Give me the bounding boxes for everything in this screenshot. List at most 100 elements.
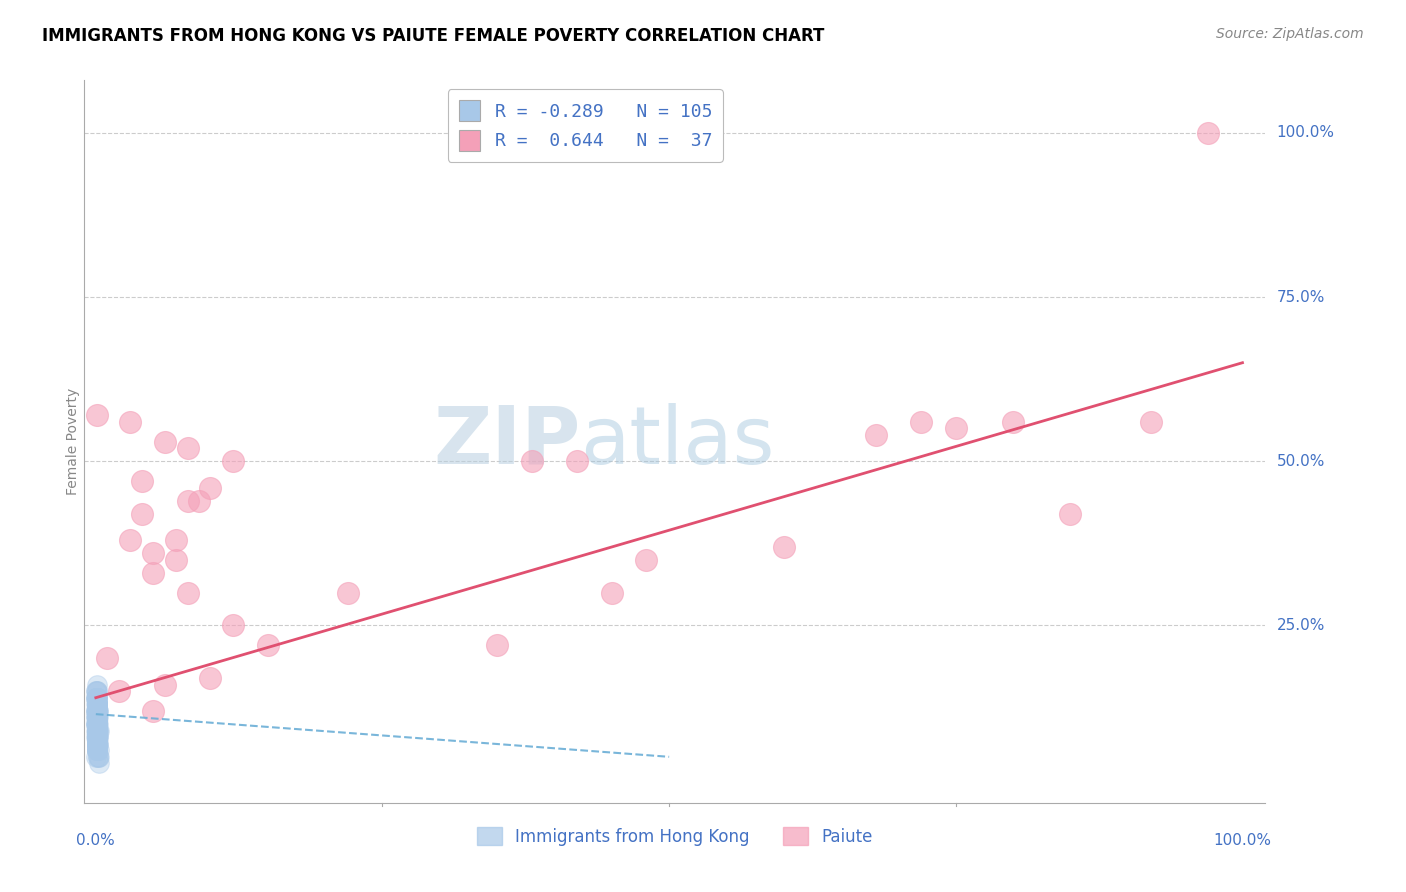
Point: [86, 717, 108, 731]
Point: [86, 704, 108, 718]
Point: [86, 710, 108, 724]
Point: [89, 749, 111, 764]
Point: [86, 704, 108, 718]
Point: [86, 737, 108, 751]
Point: [86, 723, 108, 738]
Point: [86, 690, 108, 705]
Point: [86, 710, 108, 724]
Point: [86, 723, 108, 738]
Point: [86, 704, 108, 718]
Text: 100.0%: 100.0%: [1277, 126, 1334, 140]
Text: atlas: atlas: [581, 402, 775, 481]
Point: [772, 540, 794, 554]
Point: [120, 533, 142, 547]
Point: [86, 717, 108, 731]
Point: [86, 723, 108, 738]
Point: [600, 585, 623, 599]
Point: [86, 710, 108, 724]
Point: [131, 507, 153, 521]
Point: [87, 704, 110, 718]
Point: [188, 493, 211, 508]
Point: [86, 730, 108, 744]
Point: [86, 723, 108, 738]
Point: [86, 737, 108, 751]
Point: [86, 698, 108, 712]
Y-axis label: Female Poverty: Female Poverty: [66, 388, 80, 495]
Point: [86, 737, 108, 751]
Point: [86, 717, 108, 731]
Point: [86, 698, 108, 712]
Point: [1002, 415, 1025, 429]
Point: [200, 671, 222, 685]
Point: [96, 651, 118, 665]
Point: [86, 717, 108, 731]
Text: 25.0%: 25.0%: [1277, 618, 1324, 633]
Point: [87, 710, 110, 724]
Point: [86, 677, 108, 691]
Point: [86, 737, 108, 751]
Point: [86, 730, 108, 744]
Point: [1059, 507, 1081, 521]
Point: [86, 737, 108, 751]
Point: [165, 553, 187, 567]
Point: [520, 454, 543, 468]
Point: [86, 730, 108, 744]
Point: [142, 546, 165, 560]
Point: [86, 723, 108, 738]
Point: [86, 409, 108, 423]
Point: [86, 690, 108, 705]
Point: [86, 690, 108, 705]
Point: [337, 585, 360, 599]
Point: [86, 704, 108, 718]
Point: [176, 441, 198, 455]
Point: [486, 638, 509, 652]
Point: [86, 684, 108, 698]
Point: [86, 710, 108, 724]
Point: [86, 743, 108, 757]
Legend: Immigrants from Hong Kong, Paiute: Immigrants from Hong Kong, Paiute: [470, 821, 880, 852]
Text: 75.0%: 75.0%: [1277, 290, 1324, 304]
Point: [86, 704, 108, 718]
Point: [86, 698, 108, 712]
Point: [222, 454, 245, 468]
Point: [86, 710, 108, 724]
Point: [86, 710, 108, 724]
Point: [910, 415, 932, 429]
Text: 50.0%: 50.0%: [1277, 454, 1324, 468]
Point: [86, 704, 108, 718]
Point: [86, 698, 108, 712]
Point: [87, 723, 110, 738]
Point: [86, 690, 108, 705]
Point: [86, 698, 108, 712]
Point: [86, 737, 108, 751]
Text: 100.0%: 100.0%: [1213, 833, 1271, 848]
Point: [86, 723, 108, 738]
Point: [86, 698, 108, 712]
Text: 0.0%: 0.0%: [76, 833, 115, 848]
Point: [86, 743, 108, 757]
Point: [86, 730, 108, 744]
Point: [153, 677, 176, 691]
Point: [142, 566, 165, 580]
Point: [86, 717, 108, 731]
Point: [86, 749, 108, 764]
Point: [86, 698, 108, 712]
Point: [86, 723, 108, 738]
Point: [222, 618, 245, 632]
Point: [86, 737, 108, 751]
Point: [86, 684, 108, 698]
Point: [86, 710, 108, 724]
Point: [86, 730, 108, 744]
Point: [86, 743, 108, 757]
Point: [200, 481, 222, 495]
Point: [86, 717, 108, 731]
Point: [89, 756, 111, 771]
Point: [86, 737, 108, 751]
Point: [165, 533, 187, 547]
Point: [86, 743, 108, 757]
Point: [86, 690, 108, 705]
Point: [86, 710, 108, 724]
Point: [87, 730, 110, 744]
Point: [87, 749, 110, 764]
Point: [131, 474, 153, 488]
